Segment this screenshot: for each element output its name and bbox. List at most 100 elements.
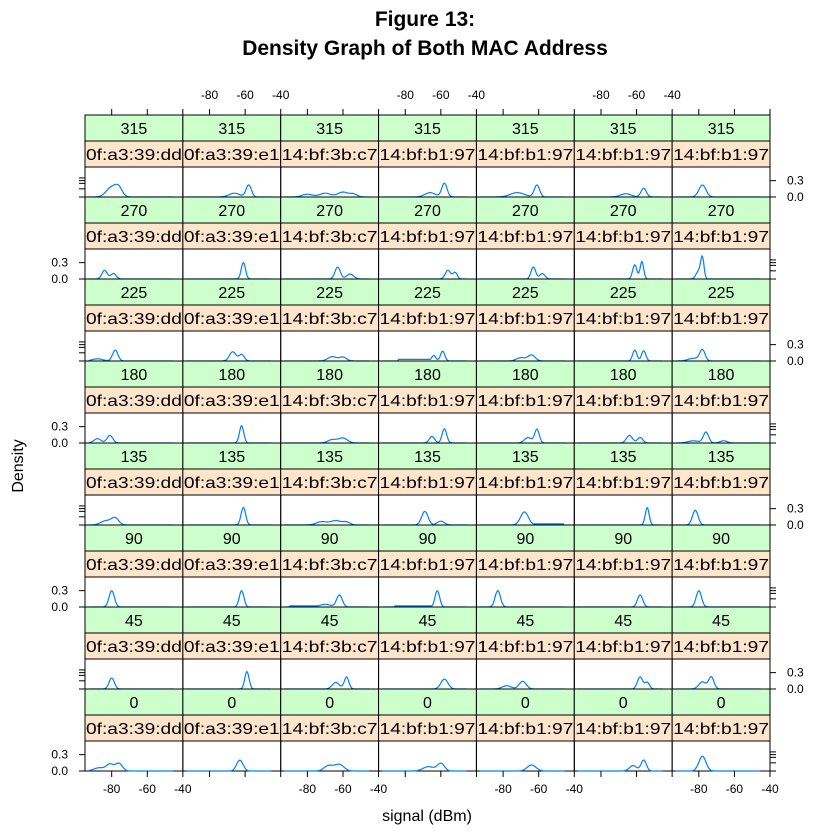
strip-mac-label: 14:bf:b1:97 [673, 639, 769, 656]
panel: 90 14:bf:b1:97 [671, 524, 771, 608]
panel-plot-area [671, 576, 771, 608]
density-curve [284, 437, 369, 444]
density-curve [382, 678, 467, 690]
x-tick-label: -80 [592, 88, 610, 102]
density-curve [186, 670, 272, 690]
y-tick-label: 0.0 [51, 272, 68, 286]
strip-orientation-label: 45 [614, 613, 632, 630]
strip-mac [84, 140, 184, 168]
panel-plot-area [573, 166, 673, 198]
panel: 180 14:bf:3b:c7 [280, 360, 380, 444]
panel-plot-area [573, 330, 673, 362]
density-curve [382, 182, 467, 198]
strip-mac-label: 14:bf:b1:97 [477, 229, 573, 246]
panel: 0 0f:a3:39:e1 [182, 688, 282, 772]
strip-mac-label: 14:bf:3b:c7 [282, 557, 378, 574]
x-tick-label: -80 [201, 88, 219, 102]
density-curve [88, 590, 174, 608]
panel-plot-area [475, 658, 575, 690]
strip-mac-label: 14:bf:b1:97 [673, 557, 769, 574]
panel-plot-area [671, 166, 771, 198]
x-tick-label: -80 [397, 88, 415, 102]
density-curve [577, 434, 663, 444]
panel: 135 0f:a3:39:e1 [182, 442, 282, 526]
panel: 270 14:bf:3b:c7 [280, 196, 380, 280]
strip-orientation-label: 135 [316, 449, 343, 466]
strip-mac-label: 14:bf:3b:c7 [282, 393, 378, 410]
density-curve [88, 183, 174, 198]
axes: -80 -60 -40 -80 -60 -40 -80 -60 -40 -80 -60 -40 -80 -… [51, 88, 804, 796]
density-curve [284, 594, 369, 608]
strip-orientation [84, 360, 184, 388]
panel: 315 14:bf:b1:97 [573, 114, 673, 198]
strip-mac [378, 386, 477, 414]
strip-orientation-label: 135 [414, 449, 441, 466]
y-tick-label: 0.0 [51, 764, 68, 778]
strip-orientation [378, 360, 477, 388]
strip-orientation-label: 0 [325, 695, 334, 712]
strip-mac-label: 14:bf:b1:97 [673, 147, 769, 164]
x-tick-label: -60 [432, 88, 450, 102]
strip-mac-label: 0f:a3:39:dd [86, 393, 182, 410]
panel: 90 14:bf:3b:c7 [280, 524, 380, 608]
panel-plot-area [182, 740, 282, 772]
panel: 270 0f:a3:39:dd [84, 196, 184, 280]
panel-plot-area [84, 412, 184, 444]
strip-orientation [182, 360, 282, 388]
panel: 225 14:bf:b1:97 [573, 278, 673, 362]
panel: 270 14:bf:b1:97 [378, 196, 477, 280]
strip-orientation-label: 135 [512, 449, 539, 466]
panel: 135 14:bf:b1:97 [378, 442, 477, 526]
strip-mac [475, 140, 575, 168]
strip-mac [573, 550, 673, 578]
strip-orientation-label: 45 [419, 613, 437, 630]
strip-orientation [573, 442, 673, 470]
strip-orientation [573, 524, 673, 552]
panel-plot-area [182, 166, 282, 198]
strip-mac [84, 632, 184, 660]
panel: 315 0f:a3:39:e1 [182, 114, 282, 198]
strip-mac-label: 14:bf:b1:97 [477, 475, 573, 492]
density-curve [480, 428, 565, 444]
strip-orientation [475, 360, 575, 388]
panel: 45 14:bf:b1:97 [475, 606, 575, 690]
strip-orientation-label: 225 [708, 285, 735, 302]
strip-mac [671, 386, 771, 414]
strip-mac-label: 0f:a3:39:dd [86, 147, 182, 164]
strip-orientation-label: 0 [521, 695, 530, 712]
panel-plot-area [573, 658, 673, 690]
strip-orientation-label: 270 [414, 203, 441, 220]
density-curve [186, 351, 272, 362]
strip-mac [84, 714, 184, 742]
panel-plot-area [378, 248, 477, 280]
panel-plot-area [182, 412, 282, 444]
x-tick-label: -60 [334, 782, 352, 796]
panel: 135 14:bf:3b:c7 [280, 442, 380, 526]
panel: 90 0f:a3:39:e1 [182, 524, 282, 608]
strip-orientation [573, 360, 673, 388]
density-curve [675, 254, 761, 280]
strip-orientation [182, 196, 282, 224]
density-curve [577, 594, 663, 608]
panel-plot-area [280, 166, 380, 198]
panel: 225 14:bf:b1:97 [671, 278, 771, 362]
panel-grid: 315 0f:a3:39:dd 315 0f:a3:39:e1 315 14:bf:3b:… [84, 114, 771, 772]
panel: 225 14:bf:b1:97 [475, 278, 575, 362]
strip-orientation [280, 360, 380, 388]
strip-orientation-label: 0 [227, 695, 236, 712]
strip-mac [573, 140, 673, 168]
strip-orientation [475, 688, 575, 716]
strip-orientation-label: 315 [610, 121, 637, 138]
strip-orientation-label: 180 [121, 367, 148, 384]
strip-orientation-label: 225 [218, 285, 245, 302]
strip-mac [573, 386, 673, 414]
panel: 225 0f:a3:39:e1 [182, 278, 282, 362]
strip-mac [475, 468, 575, 496]
strip-orientation-label: 270 [316, 203, 343, 220]
strip-orientation [573, 688, 673, 716]
strip-orientation-label: 135 [218, 449, 245, 466]
strip-orientation-label: 90 [614, 531, 632, 548]
strip-orientation-label: 90 [712, 531, 730, 548]
strip-mac-label: 14:bf:b1:97 [575, 557, 671, 574]
panel-plot-area [573, 248, 673, 280]
